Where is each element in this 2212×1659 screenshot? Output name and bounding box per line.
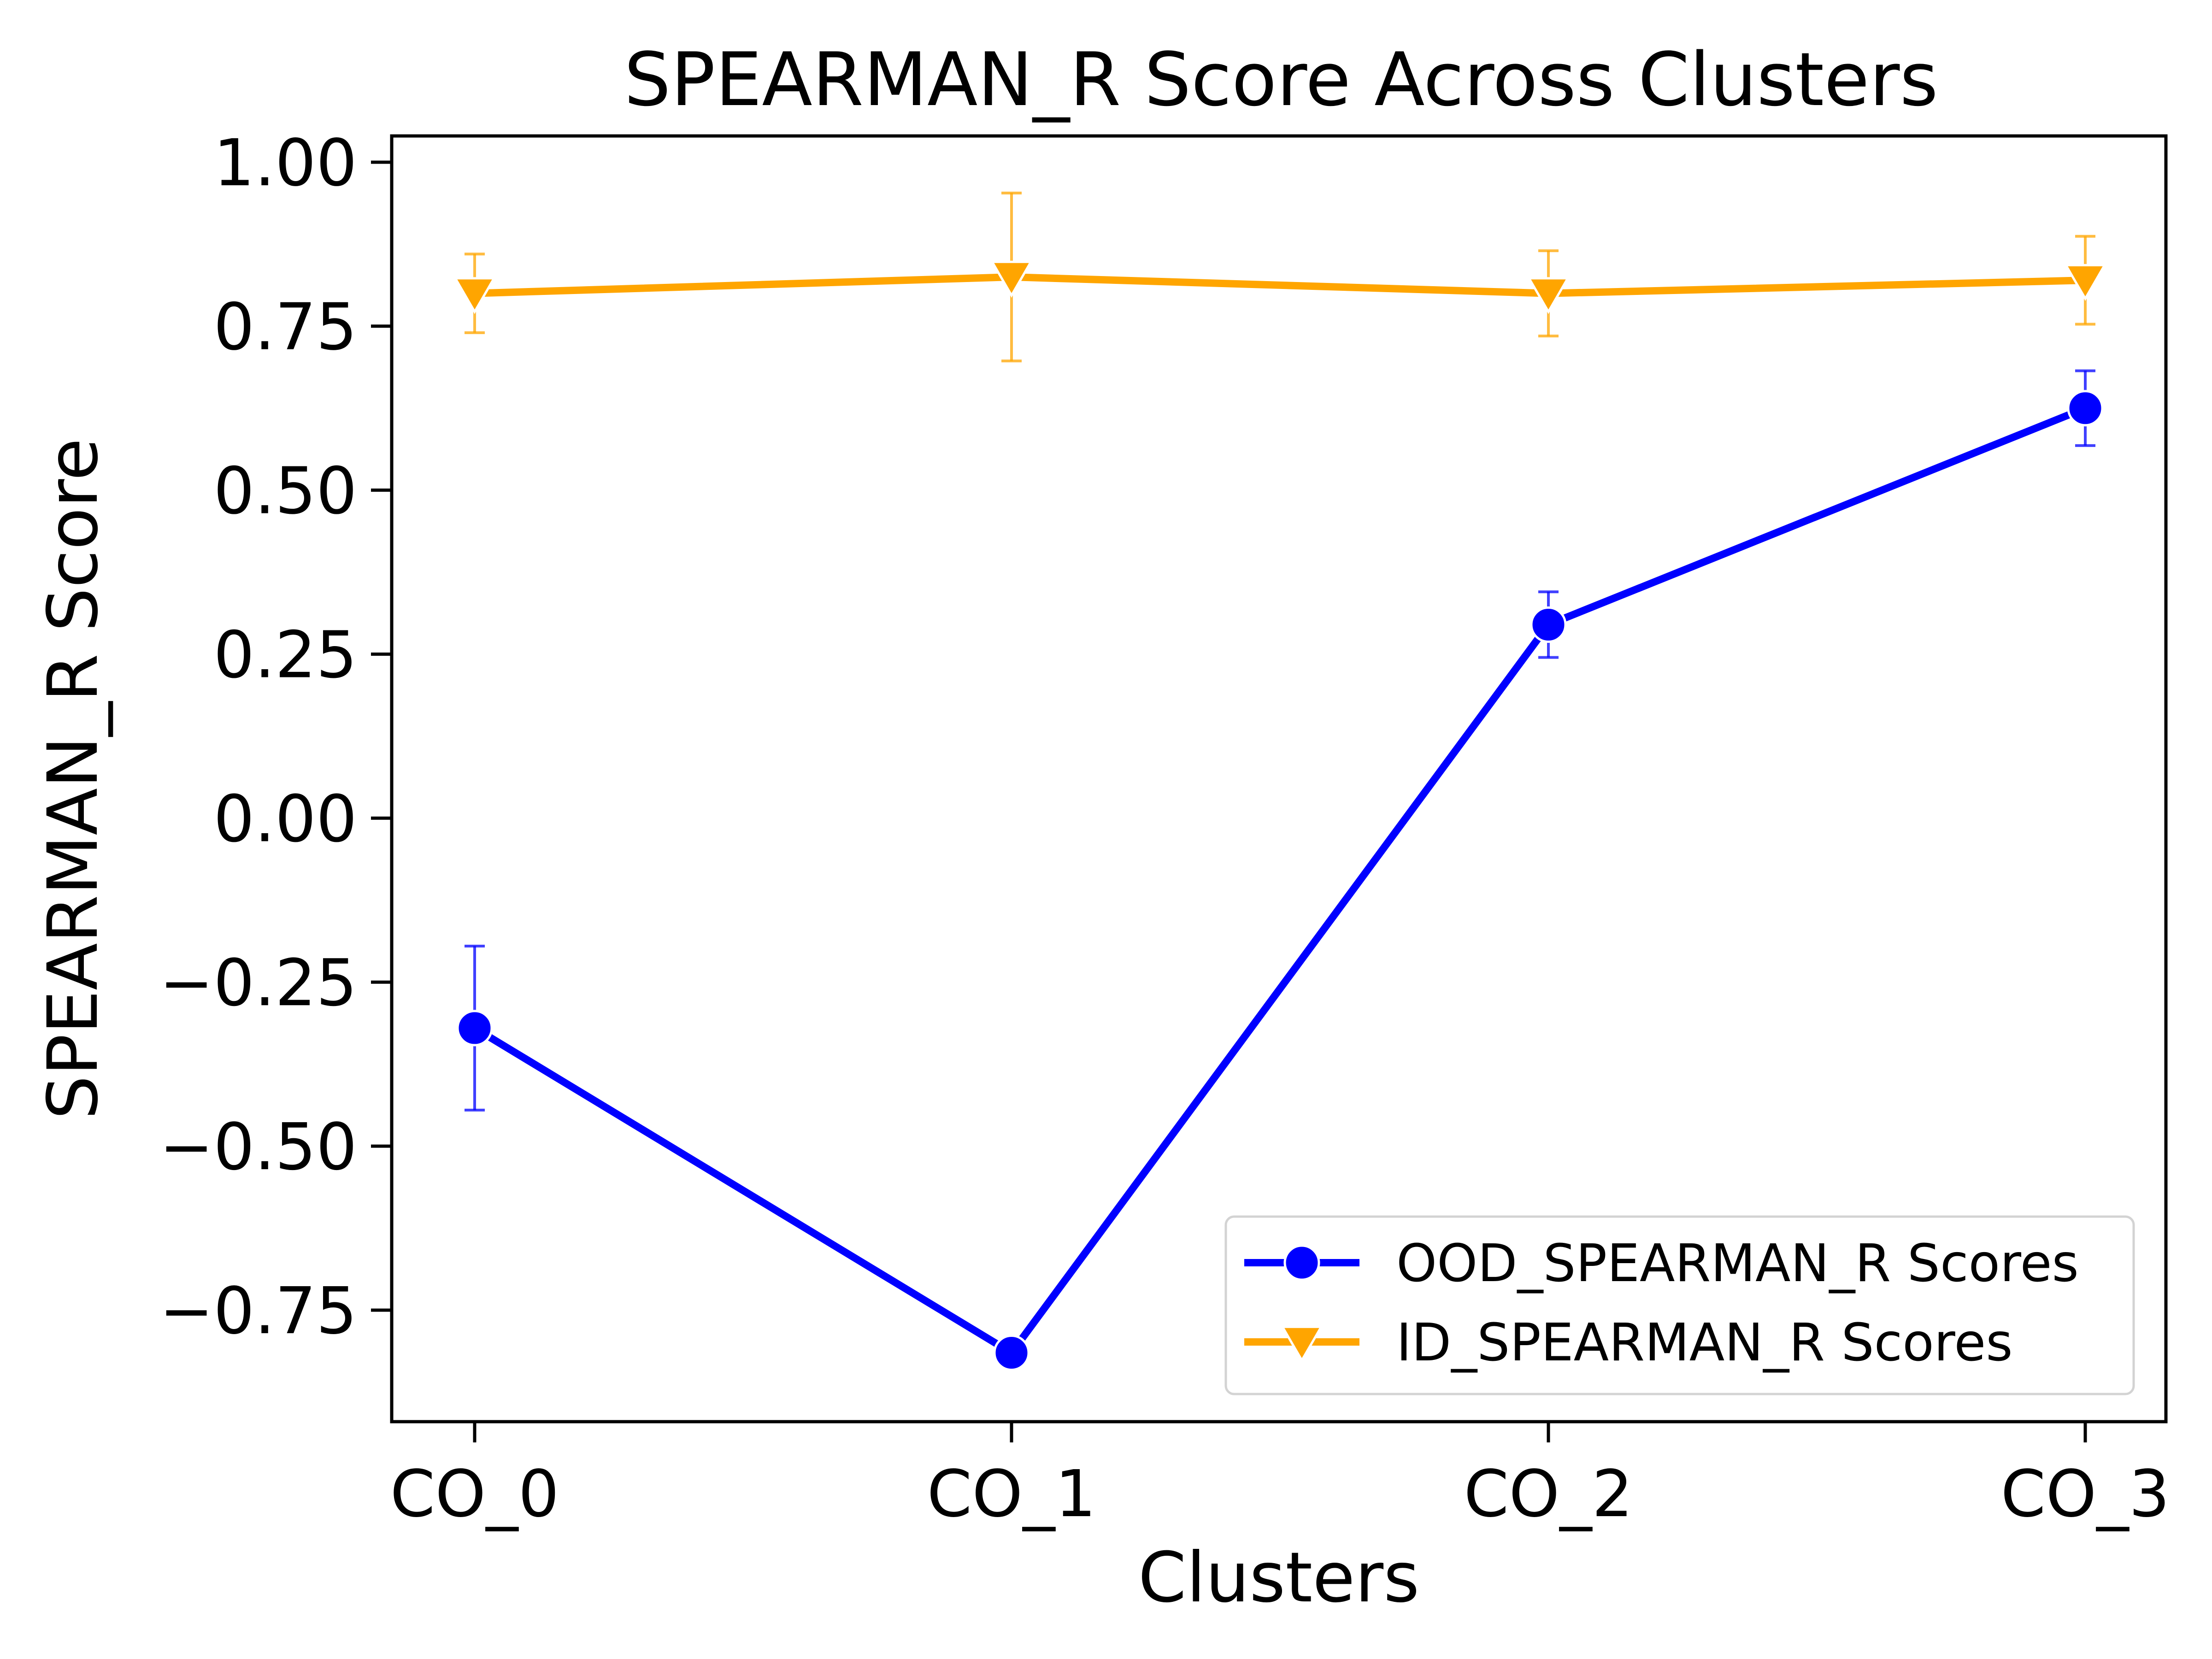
ood-legend-swatch-marker <box>1283 1244 1320 1281</box>
series-0 <box>456 369 2104 1371</box>
y-tick-label: −0.50 <box>159 1110 357 1185</box>
ood-data-point <box>993 1335 1030 1371</box>
legend-box <box>1224 1215 2135 1395</box>
y-tick-label: 0.25 <box>213 618 357 693</box>
x-tick-label: CO_1 <box>927 1457 1096 1532</box>
ood-legend-label: OOD_SPEARMAN_R Scores <box>1396 1234 2079 1294</box>
y-tick-label: 0.75 <box>213 290 357 365</box>
ood-series-line <box>472 405 2087 1357</box>
chart-title: SPEARMAN_R Score Across Clusters <box>624 36 1938 123</box>
axes: 1.00 0.75 0.50 0.25 0.00 −0.25 −0.50 −0.75 CO_0 C… <box>159 126 2170 1532</box>
x-axis-label: Clusters <box>1138 1538 1420 1618</box>
x-tick-label: CO_0 <box>390 1457 559 1532</box>
y-tick-label: 0.50 <box>213 454 357 529</box>
y-axis-label: SPEARMAN_R Score <box>33 438 113 1120</box>
id-data-point <box>1527 277 1570 314</box>
y-tick-label: 0.00 <box>213 782 357 857</box>
id-legend-swatch-marker <box>1280 1325 1324 1363</box>
id-data-point <box>990 260 1033 298</box>
ood-data-point <box>2067 390 2104 427</box>
ood-data-point <box>1530 606 1567 643</box>
id-legend-label: ID_SPEARMAN_R Scores <box>1396 1313 2013 1373</box>
y-tick-label: 1.00 <box>213 126 357 201</box>
plot-frame <box>390 134 2168 1424</box>
legend: OOD_SPEARMAN_R Scores ID_SPEARMAN_R Score… <box>1224 1215 2135 1395</box>
series-1 <box>453 191 2107 363</box>
id-series-line <box>474 273 2086 297</box>
x-tick-label: CO_2 <box>1464 1457 1633 1532</box>
ood-data-point <box>456 1010 493 1047</box>
y-tick-label: −0.75 <box>159 1274 357 1349</box>
x-tick-label: CO_3 <box>2000 1457 2170 1532</box>
plot-area <box>453 191 2107 1371</box>
y-tick-label: −0.25 <box>159 946 357 1021</box>
id-data-point <box>2064 264 2107 301</box>
id-data-point <box>453 277 496 314</box>
